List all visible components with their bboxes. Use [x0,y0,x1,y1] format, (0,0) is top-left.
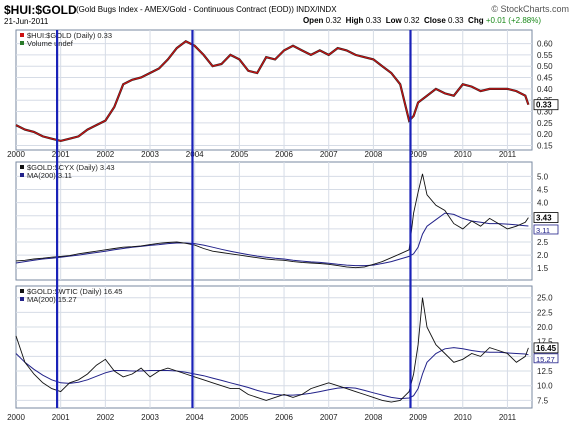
panel-1-xtick: 2005 [230,150,248,159]
panel-3-last-label: 16.45 [536,344,557,353]
panel-3-legend-entry: $GOLD:$WTIC (Daily) 16.45 [27,287,122,296]
panel-2-ma-label: 3.11 [536,226,550,235]
close-label: Close [423,16,446,25]
panel-3-ytick: 25.0 [537,294,553,303]
panel-1-ytick: 0.60 [537,40,553,49]
panel-2-ma-box [533,224,559,235]
panel-3-series-line [15,297,529,403]
panel-3-ma-box [533,353,559,364]
panel-1-last-box [533,99,559,111]
panel-1-xtick: 2006 [275,150,293,159]
panel-1-xtick: 2003 [141,150,159,159]
panel-1-series-line [15,40,529,142]
panel-1-ytick: 0.25 [537,119,553,128]
panel-2-last-label: 3.43 [536,214,552,223]
panel-1-xtick: 2009 [409,150,427,159]
panel-2-last-box [533,212,559,223]
panel-1-frame [15,29,533,151]
panel-1-legend-entry: Volume undef [27,39,74,48]
panel-3-xtick: 2004 [186,413,204,422]
panel-3-xtick: 2002 [96,413,114,422]
panel-3-xtick: 2003 [141,413,159,422]
high-label: High [345,16,364,25]
panel-2-ytick: 4.0 [537,199,549,208]
open-value: 0.32 [325,16,342,25]
panel-1-xtick: 2002 [96,150,114,159]
panel-1-ytick: 0.40 [537,85,553,94]
panel-2-frame [15,161,533,281]
panel-1-xtick: 2007 [320,150,338,159]
panel-3-xtick: 2007 [320,413,338,422]
panel-3-last-box [533,342,559,354]
panel-3-legend-entry: MA(200) 15.27 [27,295,77,304]
panel-3-ytick: 7.5 [537,396,549,405]
panel-1-ytick: 0.15 [537,141,553,150]
brand-logo-text[interactable]: © StockCharts.com [491,4,569,14]
panel-1-legend-entry: $HUI:$GOLD (Daily) 0.33 [27,31,112,40]
quote-bar: Open 0.32 High 0.33 Low 0.32 Close 0.33 … [303,16,541,25]
panel-1-ytick: 0.30 [537,108,553,117]
panel-3-legend-swatch [20,297,24,301]
panel-1-ytick: 0.55 [537,51,553,60]
panel-3-ytick: 20.0 [537,323,553,332]
panel-3-ytick: 10.0 [537,382,553,391]
panel-2-ytick: 4.5 [537,186,549,195]
panel-1-legend-swatch [20,41,24,45]
panel-1-xtick: 2004 [186,150,204,159]
panel-3-ytick: 17.5 [537,338,553,347]
panel-3-xtick: 2005 [230,413,248,422]
panel-1-xtick: 2000 [7,150,25,159]
panel-3-xtick: 2010 [454,413,472,422]
close-value: 0.33 [448,16,464,25]
panel-2-ma-line [15,212,529,267]
panel-3-ma-line [15,347,529,400]
panel-1-ytick: 0.20 [537,130,553,139]
panel-3-xtick: 2000 [7,413,25,422]
panel-2-ytick: 2.0 [537,251,549,260]
chart-symbol: $HUI:$GOLD [4,3,77,17]
panel-3-xtick: 2001 [52,413,70,422]
panel-3-xtick: 2009 [409,413,427,422]
panel-3-frame [15,285,533,409]
chg-label: Chg [468,16,484,25]
panel-3-ytick: 22.5 [537,308,553,317]
open-label: Open [302,16,324,25]
panel-2-ytick: 1.5 [537,264,549,273]
panel-1-ytick: 0.45 [537,74,553,83]
chart-date: 21-Jun-2011 [4,17,49,26]
panel-2-ytick: 5.0 [537,172,549,181]
panel-3-ytick: 12.5 [537,367,553,376]
panel-2-series-line [15,173,529,269]
panel-3-xtick: 2011 [499,413,517,422]
chg-value: +0.01 (+2.88%) [485,16,541,25]
panel-2-ytick: 2.5 [537,238,549,247]
panel-3-xtick: 2006 [275,413,293,422]
low-value: 0.32 [403,16,420,25]
panel-2-legend-swatch [20,173,24,177]
panel-1-xtick: 2001 [52,150,70,159]
panel-1-xtick: 2010 [454,150,472,159]
panel-1-xtick: 2008 [365,150,383,159]
panel-3-legend-swatch [20,289,24,293]
panel-1-xtick: 2011 [499,150,517,159]
high-value: 0.33 [365,16,382,25]
panel-3-ma-label: 15.27 [536,355,555,364]
panel-1-legend-swatch [20,33,24,37]
panel-1-ytick: 0.50 [537,62,553,71]
panel-3-xtick: 2008 [365,413,383,422]
panel-2-legend-entry: $GOLD:$CYX (Daily) 3.43 [27,163,115,172]
panel-2-legend-swatch [20,165,24,169]
chart-description: (Gold Bugs Index - AMEX/Gold - Continuou… [76,5,337,14]
panel-2-legend-entry: MA(200) 3.11 [27,171,72,180]
low-label: Low [385,16,402,25]
panel-1-last-label: 0.33 [536,101,552,110]
